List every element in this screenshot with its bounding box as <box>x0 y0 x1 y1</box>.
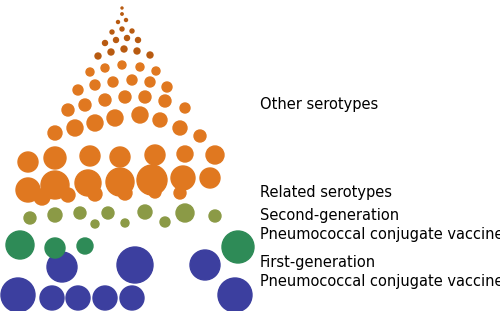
Circle shape <box>90 80 100 90</box>
Circle shape <box>1 278 35 311</box>
Circle shape <box>66 286 90 310</box>
Circle shape <box>102 207 114 219</box>
Circle shape <box>200 168 220 188</box>
Text: First-generation
Pneumococcal conjugate vaccines: First-generation Pneumococcal conjugate … <box>260 255 500 290</box>
Circle shape <box>40 286 64 310</box>
Circle shape <box>41 171 69 199</box>
Circle shape <box>73 85 83 95</box>
Circle shape <box>74 207 86 219</box>
Circle shape <box>118 61 126 69</box>
Circle shape <box>124 18 128 21</box>
Circle shape <box>47 252 77 282</box>
Circle shape <box>218 278 252 311</box>
Circle shape <box>121 219 129 227</box>
Circle shape <box>145 77 155 87</box>
Circle shape <box>80 146 100 166</box>
Circle shape <box>160 217 170 227</box>
Circle shape <box>173 121 187 135</box>
Circle shape <box>174 187 186 199</box>
Circle shape <box>108 49 114 55</box>
Circle shape <box>88 187 102 201</box>
Circle shape <box>222 231 254 263</box>
Circle shape <box>101 64 109 72</box>
Circle shape <box>145 145 165 165</box>
Circle shape <box>147 52 153 58</box>
Circle shape <box>110 147 130 167</box>
Circle shape <box>136 63 144 71</box>
Circle shape <box>77 238 93 254</box>
Circle shape <box>93 286 117 310</box>
Circle shape <box>139 91 151 103</box>
Circle shape <box>117 247 153 283</box>
Circle shape <box>138 205 152 219</box>
Circle shape <box>153 113 167 127</box>
Circle shape <box>24 212 36 224</box>
Circle shape <box>127 75 137 85</box>
Text: Related serotypes: Related serotypes <box>260 184 392 199</box>
Circle shape <box>118 186 132 200</box>
Circle shape <box>121 7 123 9</box>
Circle shape <box>124 35 130 40</box>
Circle shape <box>18 152 38 172</box>
Text: Other serotypes: Other serotypes <box>260 98 378 113</box>
Circle shape <box>121 13 123 15</box>
Circle shape <box>134 48 140 54</box>
Circle shape <box>194 130 206 142</box>
Circle shape <box>16 178 40 202</box>
Circle shape <box>120 27 124 31</box>
Circle shape <box>6 231 34 259</box>
Circle shape <box>171 166 195 190</box>
Circle shape <box>152 67 160 75</box>
Circle shape <box>102 40 108 45</box>
Circle shape <box>176 204 194 222</box>
Circle shape <box>114 38 118 43</box>
Circle shape <box>99 94 111 106</box>
Circle shape <box>107 110 123 126</box>
Circle shape <box>162 82 172 92</box>
Circle shape <box>34 189 50 205</box>
Circle shape <box>48 208 62 222</box>
Circle shape <box>108 77 118 87</box>
Circle shape <box>87 115 103 131</box>
Circle shape <box>119 91 131 103</box>
Circle shape <box>45 238 65 258</box>
Circle shape <box>44 147 66 169</box>
Circle shape <box>190 250 220 280</box>
Text: Second-generation
Pneumococcal conjugate vaccines: Second-generation Pneumococcal conjugate… <box>260 208 500 242</box>
Circle shape <box>130 29 134 33</box>
Circle shape <box>95 53 101 59</box>
Circle shape <box>159 95 171 107</box>
Circle shape <box>48 126 62 140</box>
Circle shape <box>110 30 114 34</box>
Circle shape <box>121 46 127 52</box>
Circle shape <box>67 120 83 136</box>
Circle shape <box>180 103 190 113</box>
Circle shape <box>120 286 144 310</box>
Circle shape <box>91 220 99 228</box>
Circle shape <box>75 170 101 196</box>
Circle shape <box>86 68 94 76</box>
Circle shape <box>106 168 134 196</box>
Circle shape <box>206 146 224 164</box>
Circle shape <box>137 165 167 195</box>
Circle shape <box>61 188 75 202</box>
Circle shape <box>116 21 119 24</box>
Circle shape <box>149 186 161 198</box>
Circle shape <box>177 146 193 162</box>
Circle shape <box>132 107 148 123</box>
Circle shape <box>209 210 221 222</box>
Circle shape <box>79 99 91 111</box>
Circle shape <box>136 38 140 43</box>
Circle shape <box>62 104 74 116</box>
